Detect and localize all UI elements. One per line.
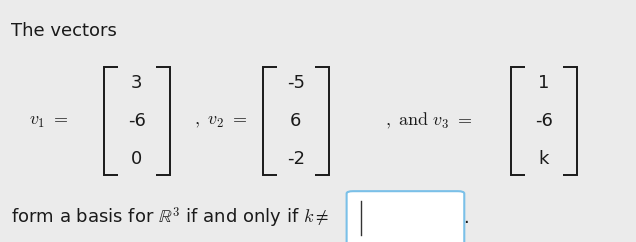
Text: The vectors: The vectors [11, 22, 117, 40]
Text: form a basis for $\mathbb{R}^3$ if and only if $k \neq$: form a basis for $\mathbb{R}^3$ if and o… [11, 205, 329, 230]
Text: -5: -5 [287, 75, 305, 92]
FancyBboxPatch shape [347, 191, 464, 242]
Text: $,\ \mathrm{and}\ v_3\ =$: $,\ \mathrm{and}\ v_3\ =$ [385, 111, 473, 131]
Text: .: . [463, 209, 469, 227]
Text: $,\ v_2\ =$: $,\ v_2\ =$ [194, 112, 247, 130]
Text: $v_1\ =$: $v_1\ =$ [29, 112, 68, 130]
Text: -6: -6 [128, 112, 146, 130]
Text: 0: 0 [131, 150, 142, 167]
Text: 1: 1 [538, 75, 550, 92]
Text: -6: -6 [535, 112, 553, 130]
Text: 3: 3 [131, 75, 142, 92]
Text: -2: -2 [287, 150, 305, 167]
Text: k: k [539, 150, 549, 167]
Text: 6: 6 [290, 112, 301, 130]
